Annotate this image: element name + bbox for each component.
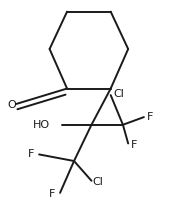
Text: F: F	[131, 139, 137, 150]
Text: O: O	[8, 100, 16, 110]
Text: F: F	[49, 189, 56, 199]
Text: Cl: Cl	[113, 89, 124, 99]
Text: Cl: Cl	[92, 177, 103, 187]
Text: HO: HO	[33, 120, 51, 130]
Text: F: F	[146, 112, 153, 122]
Text: F: F	[28, 149, 35, 159]
